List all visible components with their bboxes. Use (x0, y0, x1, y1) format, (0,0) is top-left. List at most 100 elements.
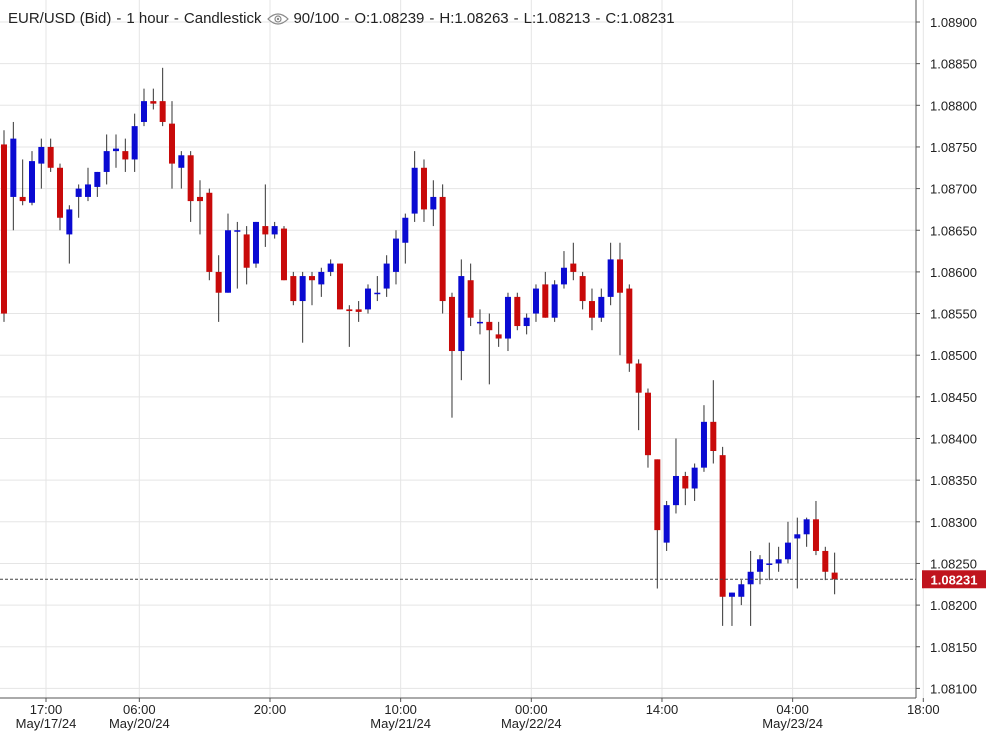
candle (560, 251, 567, 289)
candle-body (84, 184, 91, 197)
candle-body (252, 221, 259, 264)
candle-body (299, 276, 306, 302)
x-tick-label: 20:00 (254, 702, 287, 717)
candle-body (598, 296, 605, 318)
candle-body (458, 276, 465, 352)
candle (168, 101, 175, 189)
bar-count-label: 90/100 (293, 10, 340, 27)
candle (308, 271, 315, 306)
candle (402, 213, 409, 264)
candle-body (56, 167, 63, 218)
candle (542, 271, 549, 318)
y-tick-label: 1.08550 (930, 307, 977, 322)
candle (682, 471, 689, 506)
chart-style-label: Candlestick (183, 10, 262, 27)
candle-body (196, 196, 203, 202)
candle-body (224, 230, 231, 293)
candle-body (766, 563, 773, 565)
candle-body (560, 267, 567, 285)
candle (831, 552, 838, 595)
candle-body (206, 192, 213, 272)
candle-body (644, 392, 651, 456)
candle (532, 284, 539, 322)
candle (94, 171, 101, 197)
candle-body (187, 155, 194, 202)
y-tick-label: 1.08100 (930, 681, 977, 696)
candle-body (336, 263, 343, 310)
candle-body (523, 317, 530, 327)
candle (1, 130, 7, 322)
chart-header: EUR/USD (Bid) - 1 hour - Candlestick 90/… (8, 10, 675, 27)
candle (271, 221, 278, 239)
candle (187, 151, 194, 222)
candle-body (280, 228, 287, 281)
candle-body (271, 226, 278, 235)
candle-body (616, 259, 623, 293)
candle-body (215, 271, 222, 293)
grid-layer (0, 0, 924, 698)
candle (56, 163, 63, 231)
candle (327, 259, 334, 277)
candle-body (112, 148, 119, 152)
candle (430, 180, 437, 227)
candle-body (588, 301, 595, 318)
candle (626, 284, 633, 372)
y-tick-label: 1.08300 (930, 515, 977, 530)
candle-body (38, 146, 45, 164)
y-tick-label: 1.08850 (930, 57, 977, 72)
candle (700, 405, 707, 472)
candle-body (682, 475, 689, 489)
candle (504, 292, 511, 352)
candle (579, 271, 586, 310)
candle (47, 138, 54, 172)
candle (420, 159, 427, 222)
candle-body (318, 271, 325, 285)
x-tick-label: 10:00 (384, 702, 417, 717)
candle (392, 230, 399, 285)
candle-body (532, 288, 539, 314)
candle (756, 555, 763, 585)
x-tick-label: 06:00 (123, 702, 156, 717)
x-date-label: May/21/24 (370, 716, 431, 731)
candle-body (402, 217, 409, 243)
y-tick-label: 1.08900 (930, 15, 977, 30)
candle-body (439, 196, 446, 302)
candle (766, 542, 773, 581)
last-price-label: 1.08231 (931, 572, 978, 587)
candle (280, 226, 287, 281)
candle-body (486, 321, 493, 331)
x-tick-label: 17:00 (30, 702, 63, 717)
candle-body (700, 421, 707, 468)
candle-body (75, 188, 82, 197)
candle-body (420, 167, 427, 210)
y-tick-label: 1.08200 (930, 598, 977, 613)
interval-label: 1 hour (126, 10, 169, 27)
candle (607, 242, 614, 306)
candle-body (66, 209, 73, 235)
candle (290, 271, 297, 306)
low-value: L:1.08213 (523, 10, 591, 27)
candle (28, 151, 35, 206)
candle (252, 221, 259, 268)
candle-body (672, 475, 679, 506)
candle-body (28, 161, 35, 203)
candle (822, 546, 829, 581)
candle-body (626, 288, 633, 364)
candle-body (467, 280, 474, 318)
instrument-label: EUR/USD (Bid) (8, 10, 112, 27)
candle-body (654, 459, 661, 531)
candle-body (103, 151, 110, 172)
candle (598, 288, 605, 322)
candle-body (94, 171, 101, 187)
candle-body (570, 263, 577, 272)
candle (476, 309, 483, 335)
candle (364, 284, 371, 314)
candle (663, 500, 670, 551)
eye-icon[interactable] (267, 12, 290, 26)
candle (299, 271, 306, 343)
candle (616, 242, 623, 356)
candle-body (131, 126, 138, 160)
candle (523, 313, 530, 335)
candle (654, 459, 661, 589)
